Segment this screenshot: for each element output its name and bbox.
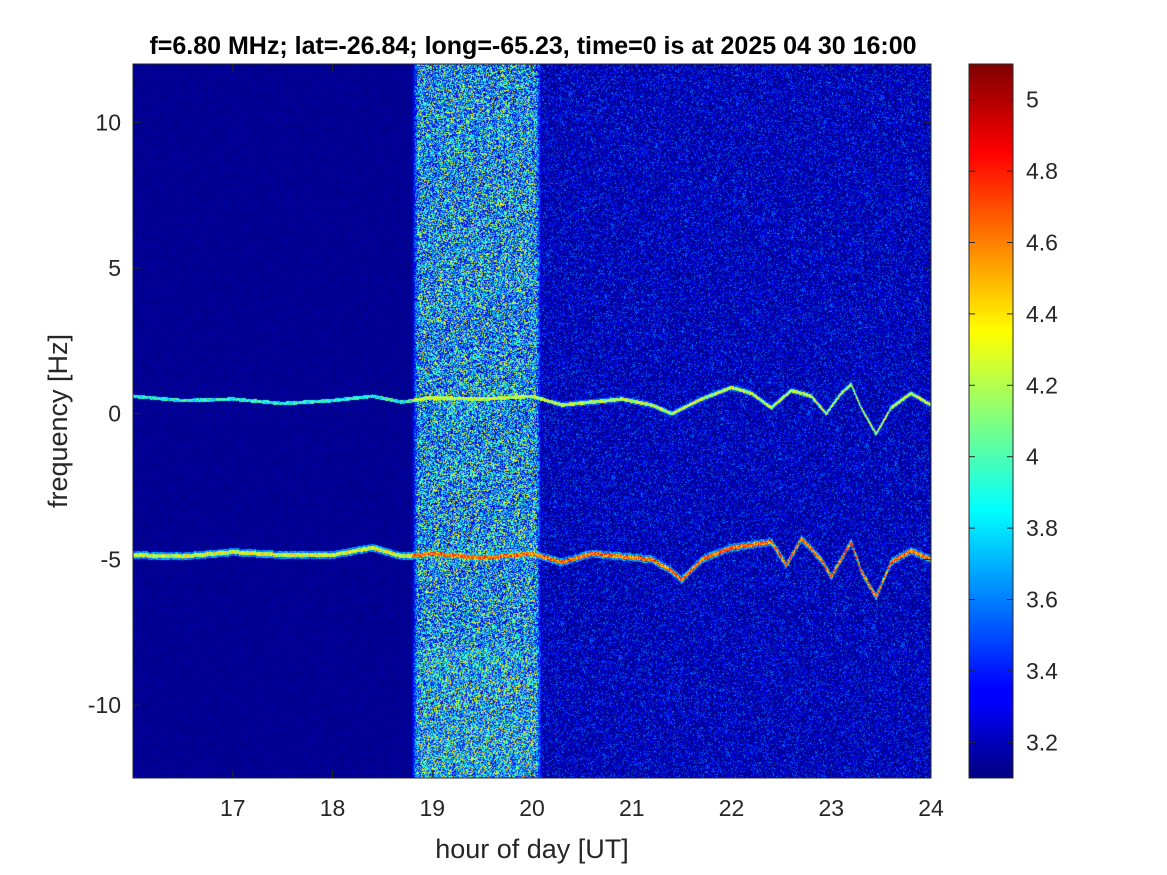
- colorbar-tick-label: 4.6: [1026, 230, 1058, 256]
- colorbar-tick-label: 4.8: [1026, 158, 1058, 184]
- y-tick-label: 5: [108, 255, 121, 281]
- x-tick-label: 17: [220, 795, 246, 821]
- x-tick-label: 21: [619, 795, 645, 821]
- colorbar-tick-label: 4: [1026, 444, 1039, 470]
- y-tick-label: 10: [95, 109, 121, 135]
- x-tick-label: 19: [419, 795, 445, 821]
- colorbar-tick-label: 4.4: [1026, 301, 1058, 327]
- colorbar-tick-label: 3.2: [1026, 729, 1058, 755]
- y-axis: 10 5 0 -5 -10: [88, 109, 931, 718]
- spectrogram-heatmap: [133, 64, 931, 778]
- colorbar: 5 4.8 4.6 4.4 4.2 4 3.8 3.6 3.4 3.2: [968, 63, 1058, 779]
- x-axis-label: hour of day [UT]: [435, 834, 629, 864]
- colorbar-gradient: [968, 63, 1014, 779]
- colorbar-tick-label: 3.8: [1026, 515, 1058, 541]
- x-tick-label: 22: [719, 795, 745, 821]
- x-tick-label: 18: [320, 795, 346, 821]
- colorbar-ticks: 5 4.8 4.6 4.4 4.2 4 3.8 3.6 3.4 3.2: [969, 87, 1058, 755]
- x-tick-label: 20: [519, 795, 545, 821]
- x-tick-label: 23: [818, 795, 844, 821]
- colorbar-tick-label: 4.2: [1026, 372, 1058, 398]
- colorbar-tick-label: 3.6: [1026, 587, 1058, 613]
- plot-area: [132, 63, 932, 779]
- y-tick-label: 0: [108, 401, 121, 427]
- y-tick-label: -10: [88, 692, 121, 718]
- y-tick-label: -5: [101, 546, 121, 572]
- x-tick-label: 24: [918, 795, 944, 821]
- x-axis: 17 18 19 20 21 22 23 24: [220, 64, 944, 821]
- colorbar-tick-label: 3.4: [1026, 658, 1058, 684]
- chart-title: f=6.80 MHz; lat=-26.84; long=-65.23, tim…: [149, 32, 916, 60]
- colorbar-tick-label: 5: [1026, 87, 1039, 113]
- y-axis-label: frequency [Hz]: [43, 334, 73, 508]
